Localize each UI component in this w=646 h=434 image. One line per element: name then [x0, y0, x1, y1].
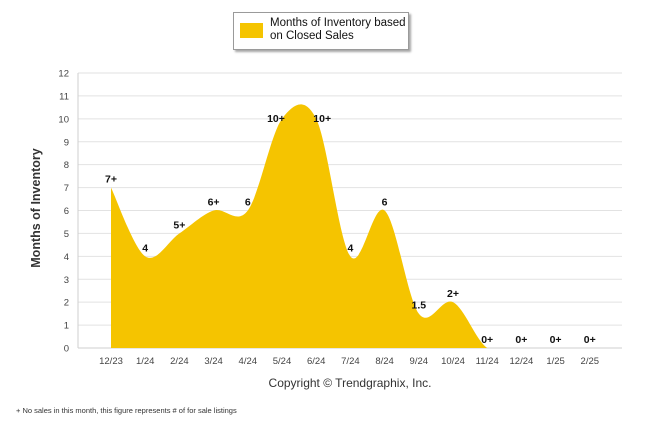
y-tick-label: 3 — [64, 275, 69, 286]
y-tick-label: 4 — [64, 252, 69, 263]
data-label: 6 — [382, 197, 388, 209]
x-tick-label: 2/25 — [581, 356, 600, 367]
data-label: 4 — [142, 242, 148, 254]
x-tick-label: 6/24 — [307, 356, 326, 367]
legend-label: Months of Inventory based on Closed Sale… — [270, 17, 406, 42]
x-tick-label: 12/24 — [510, 356, 534, 367]
x-tick-label: 3/24 — [204, 356, 223, 367]
data-label: 7+ — [105, 174, 117, 186]
x-tick-label: 10/24 — [441, 356, 465, 367]
data-label: 6+ — [208, 197, 220, 209]
x-tick-label: 7/24 — [341, 356, 360, 367]
data-label: 6 — [245, 197, 251, 209]
y-tick-label: 0 — [64, 344, 69, 355]
footnote: + No sales in this month, this figure re… — [16, 406, 237, 415]
data-label: 1.5 — [411, 300, 426, 312]
y-tick-label: 2 — [64, 298, 69, 309]
data-label: 2+ — [447, 288, 459, 300]
y-tick-label: 5 — [64, 229, 69, 240]
y-tick-label: 1 — [64, 321, 69, 332]
data-label: 4 — [347, 242, 353, 254]
data-label: 0+ — [550, 334, 562, 346]
y-tick-label: 9 — [64, 137, 69, 148]
y-axis-label: Months of Inventory — [29, 148, 43, 268]
data-label: 0+ — [481, 334, 493, 346]
y-tick-label: 11 — [59, 91, 69, 102]
y-tick-label: 6 — [64, 206, 69, 217]
y-tick-label: 12 — [58, 69, 69, 80]
x-tick-label: 12/23 — [99, 356, 123, 367]
x-tick-label: 5/24 — [273, 356, 292, 367]
data-label: 10+ — [267, 113, 285, 125]
legend: Months of Inventory based on Closed Sale… — [233, 12, 409, 50]
y-tick-label: 10 — [58, 114, 69, 125]
x-tick-label: 1/24 — [136, 356, 155, 367]
data-labels: 7+ 4 5+ 6+ 6 10+ 10+ 4 6 1.5 2+ 0+ 0+ 0+ 0+ — [105, 113, 596, 346]
y-tick-label: 8 — [64, 160, 69, 171]
data-label: 10+ — [313, 113, 331, 125]
x-tick-label: 2/24 — [170, 356, 189, 367]
series-area — [111, 104, 590, 348]
x-tick-label: 4/24 — [239, 356, 258, 367]
x-tick-label: 11/24 — [476, 356, 499, 367]
legend-swatch — [240, 23, 263, 38]
copyright: Copyright © Trendgraphix, Inc. — [268, 376, 432, 390]
data-label: 0+ — [515, 334, 527, 346]
x-tick-label: 8/24 — [375, 356, 394, 367]
x-tick-label: 1/25 — [546, 356, 565, 367]
x-tick-label: 9/24 — [410, 356, 429, 367]
y-tick-label: 7 — [64, 183, 69, 194]
data-label: 5+ — [173, 219, 185, 231]
data-label: 0+ — [584, 334, 596, 346]
